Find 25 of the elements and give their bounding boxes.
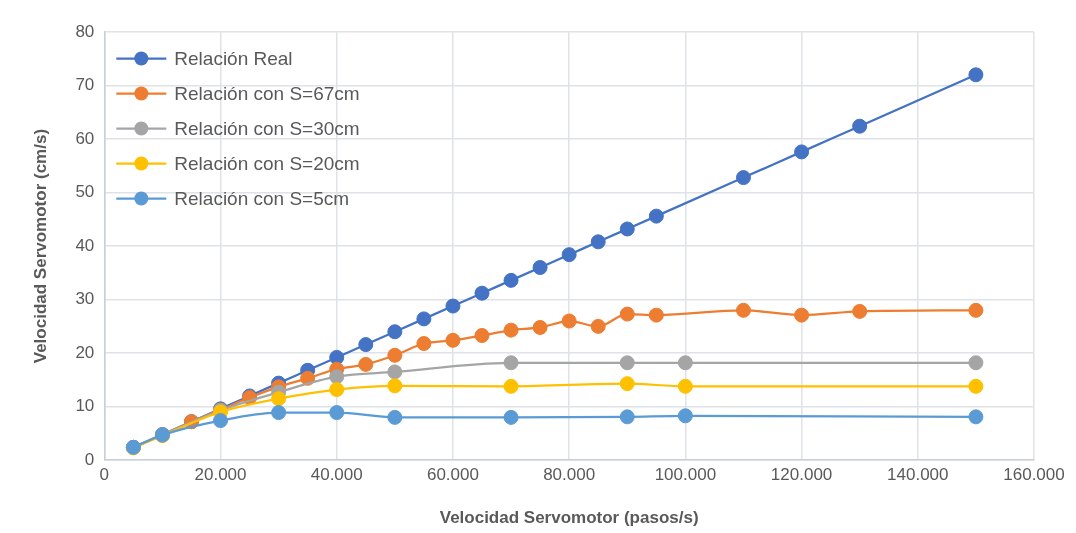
x-tick-label: 60.000 [426, 465, 479, 485]
y-tick-label: 70 [75, 75, 95, 95]
x-tick-label: 100.000 [654, 465, 717, 485]
legend-label: Relación con S=30cm [174, 117, 360, 139]
x-tick-label: 80.000 [543, 465, 596, 485]
x-tick-label: 0 [99, 465, 110, 485]
y-tick-label: 30 [75, 289, 95, 309]
y-tick-label: 60 [75, 128, 95, 148]
x-axis-title: Velocidad Servomotor (pasos/s) [439, 508, 699, 528]
x-tick-label: 20.000 [194, 465, 247, 485]
y-tick-label: 50 [75, 182, 95, 202]
y-tick-label: 40 [75, 235, 95, 255]
x-tick-label: 120.000 [770, 465, 833, 485]
x-tick-label: 40.000 [310, 465, 363, 485]
x-tick-label: 140.000 [887, 465, 949, 485]
x-tick-label: 160.000 [1003, 465, 1065, 485]
y-axis-title: Velocidad Servomotor (cm/s) [30, 128, 50, 364]
y-tick-label: 20 [75, 342, 95, 362]
legend-label: Relación con S=5cm [174, 187, 350, 209]
y-tick-label: 80 [75, 21, 95, 41]
legend-label: Relación Real [174, 47, 293, 69]
legend-label: Relación con S=20cm [174, 152, 360, 174]
y-tick-label: 10 [75, 396, 95, 416]
legend-label: Relación con S=67cm [174, 82, 360, 104]
y-tick-label: 0 [84, 449, 95, 469]
